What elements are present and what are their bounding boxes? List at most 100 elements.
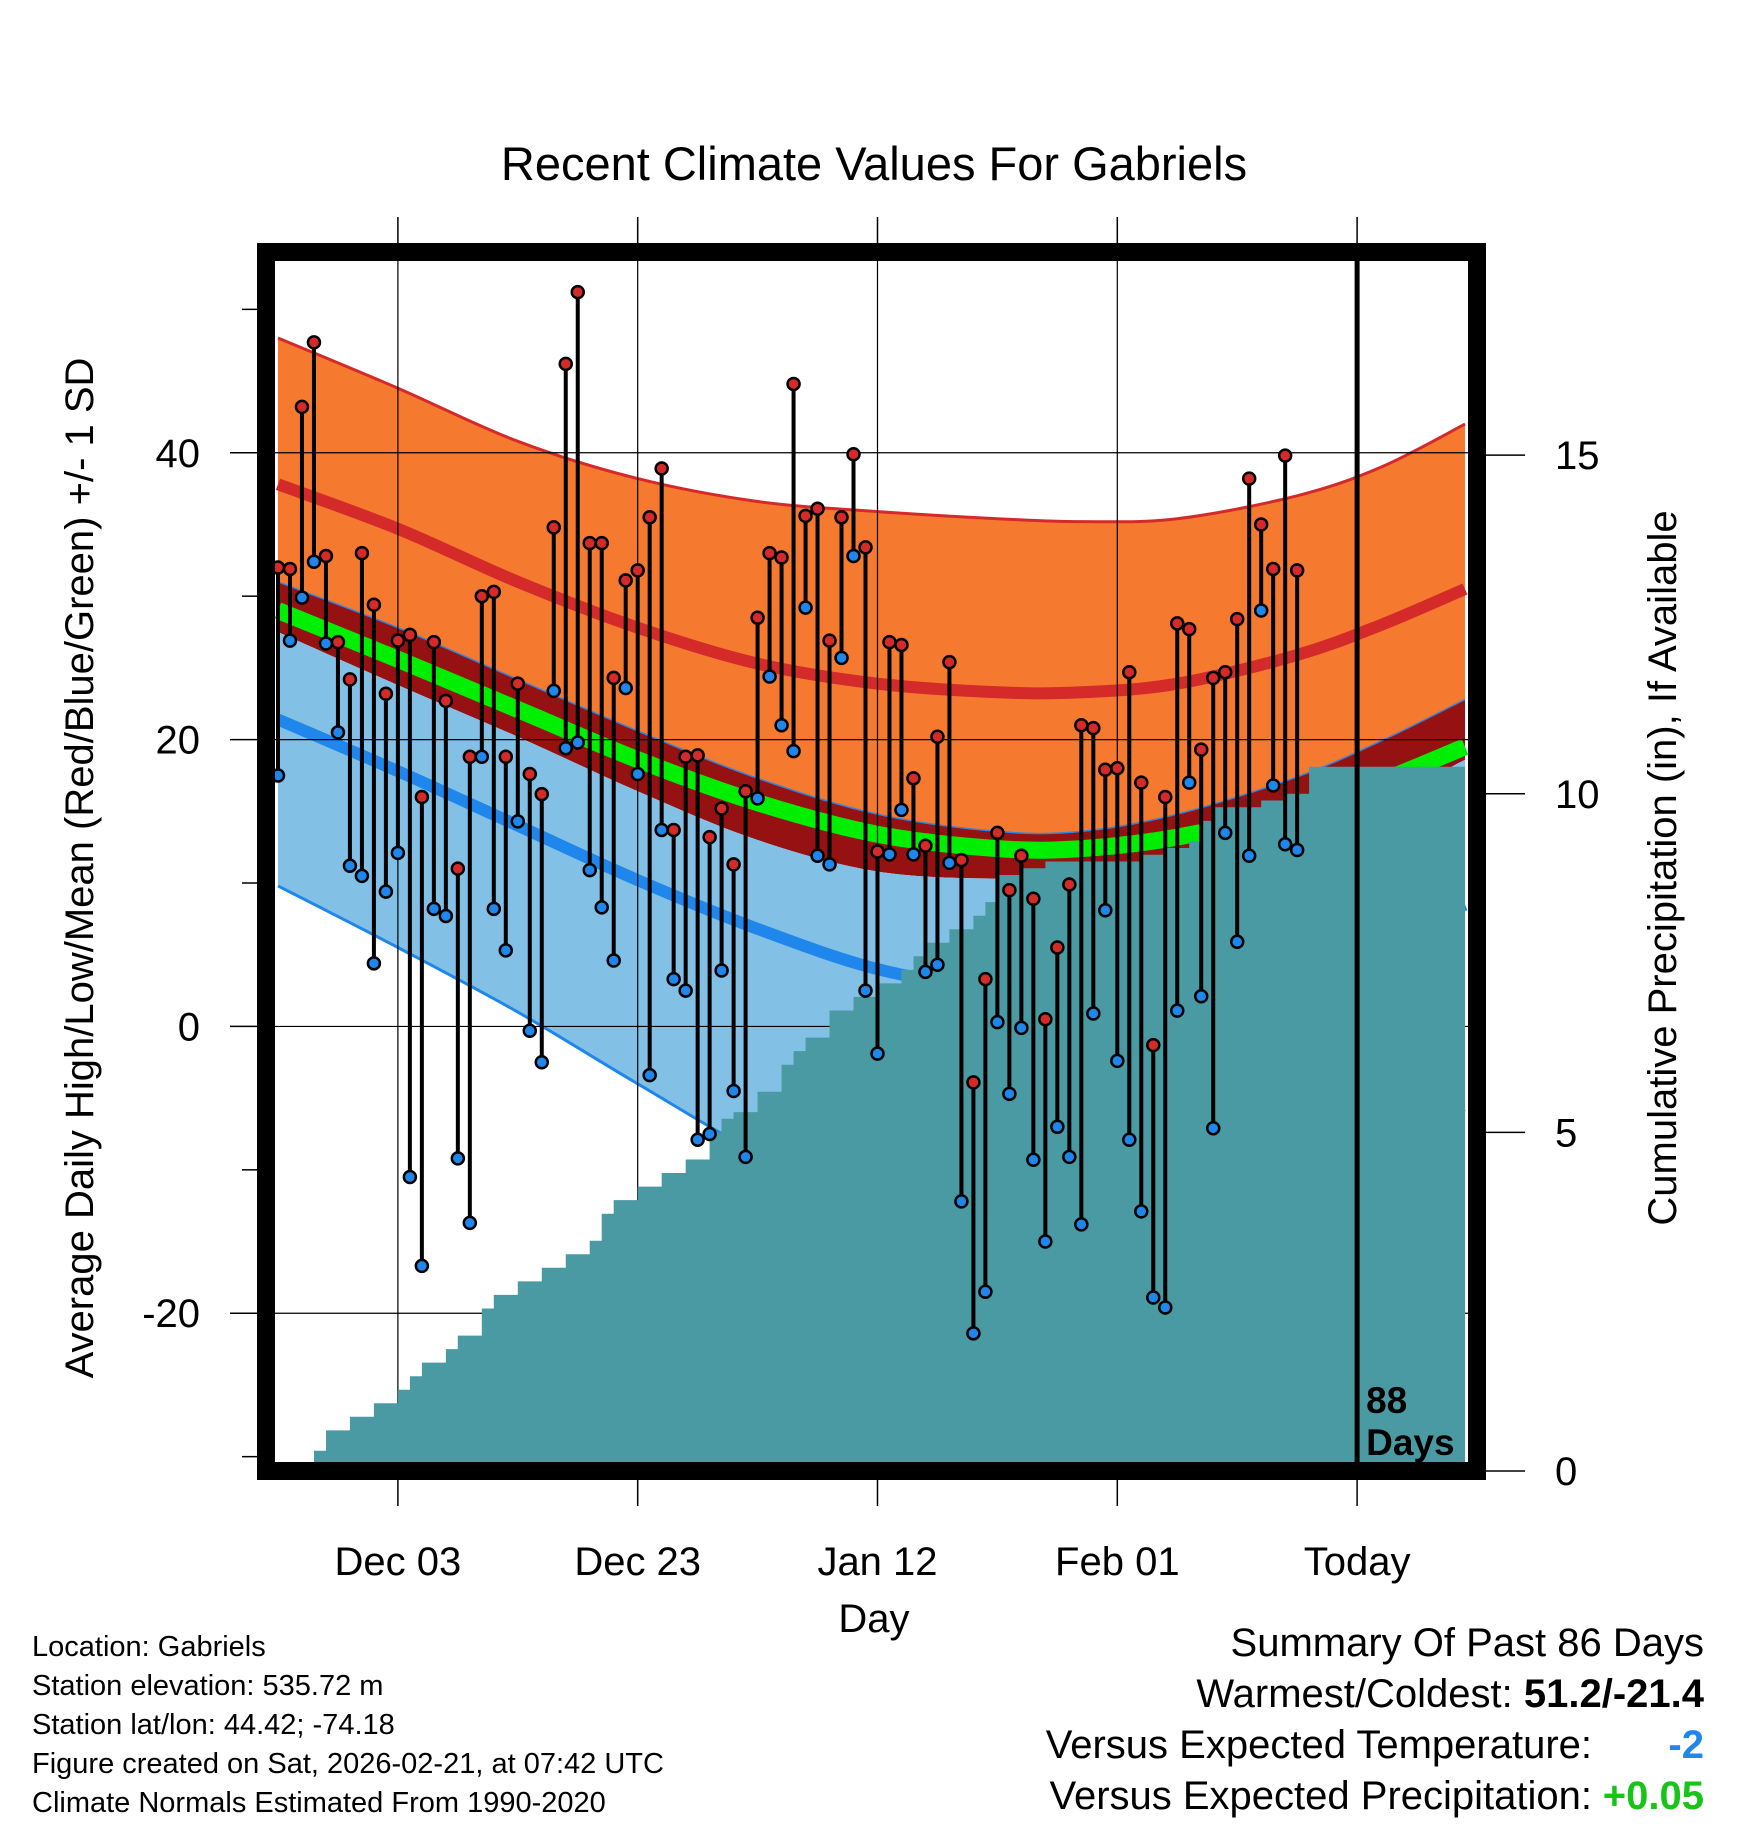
daily-high-point (498, 749, 514, 765)
daily-low-point (1205, 1120, 1221, 1136)
daily-low-point (1217, 825, 1233, 841)
daily-high-point (558, 356, 574, 372)
daily-low-point (594, 900, 609, 915)
daily-high-point (1169, 616, 1185, 631)
daily-high-point (1110, 761, 1125, 776)
daily-high-point (798, 508, 813, 524)
daily-low-point (1134, 1204, 1149, 1219)
daily-high-point (570, 284, 585, 300)
daily-high-point (282, 561, 298, 577)
daily-low-point (618, 680, 633, 696)
daily-low-point (1074, 1217, 1089, 1232)
daily-high-point (1014, 848, 1029, 864)
daily-high-point (1241, 471, 1257, 486)
daily-high-point (690, 748, 705, 763)
daily-high-point (1277, 448, 1293, 463)
temp-anomaly-label: Versus Expected Temperature: (1045, 1723, 1592, 1767)
daily-high-point (294, 399, 310, 415)
daily-high-point (750, 610, 765, 625)
daily-high-point (906, 771, 921, 786)
daily-low-point (738, 1149, 753, 1165)
y-tick-label-right: 5 (1555, 1111, 1577, 1155)
y-tick-label-left: -20 (142, 1292, 200, 1336)
daily-high-point (930, 729, 945, 744)
daily-low-point (978, 1284, 993, 1299)
daily-low-point (438, 908, 454, 924)
daily-low-point (1253, 603, 1269, 618)
daily-low-point (546, 683, 562, 699)
high-plus-sd-line (277, 336, 1466, 524)
daily-high-point (1098, 762, 1113, 777)
daily-high-point (714, 801, 729, 816)
daily-low-point (882, 847, 897, 862)
daily-low-point (1038, 1234, 1053, 1249)
daily-high-point (942, 654, 957, 670)
daily-high-point (366, 597, 382, 613)
daily-low-point (342, 858, 358, 874)
precip-anomaly-value: +0.05 (1602, 1774, 1704, 1818)
daily-high-point (318, 548, 334, 564)
daily-low-point (822, 857, 837, 872)
x-axis-label: Day (838, 1597, 909, 1641)
daily-low-point (318, 636, 334, 651)
temp-anomaly-value: -2 (1668, 1723, 1704, 1767)
daily-low-point (510, 814, 526, 829)
daily-low-point (858, 983, 873, 998)
daily-low-point (1146, 1290, 1161, 1305)
x-tick-label: Dec 03 (335, 1540, 462, 1584)
daily-low-point (570, 735, 585, 750)
daily-high-point (1074, 718, 1089, 733)
daily-high-point (846, 446, 861, 462)
daily-high-point (966, 1075, 981, 1090)
daily-low-point (366, 956, 382, 971)
daily-low-point (1122, 1132, 1137, 1147)
daily-low-point (714, 963, 729, 978)
y-tick-label-right: 0 (1555, 1450, 1577, 1494)
daily-low-point (1086, 1006, 1101, 1021)
daily-low-point (666, 971, 681, 987)
daily-high-point (546, 520, 562, 535)
daily-low-point (330, 725, 346, 740)
daily-high-point (390, 633, 406, 648)
daily-low-point (498, 943, 514, 958)
daily-high-point (1062, 877, 1077, 892)
precip-anomaly-row: Versus Expected Precipitation: +0.05 (1046, 1771, 1704, 1822)
daily-high-point (1217, 664, 1233, 680)
daily-high-point (1122, 664, 1137, 680)
daily-low-point (1193, 989, 1209, 1004)
x-tick-label: Today (1304, 1540, 1411, 1584)
daily-low-point (282, 633, 298, 648)
daily-low-point (750, 791, 765, 806)
daily-low-point (786, 743, 801, 759)
daily-low-point (1098, 903, 1113, 918)
daily-high-point (594, 535, 609, 551)
daily-low-point (798, 600, 813, 615)
daily-low-point (906, 847, 921, 862)
daily-low-point (522, 1023, 538, 1038)
daily-low-point (642, 1067, 657, 1083)
daily-high-point (762, 545, 777, 561)
daily-low-point (870, 1046, 885, 1061)
daily-low-point (1050, 1119, 1065, 1135)
daily-high-point (1229, 611, 1245, 627)
daily-high-point (1146, 1037, 1161, 1053)
daily-low-point (1062, 1149, 1077, 1165)
daily-low-point (390, 845, 406, 861)
daily-high-point (582, 535, 597, 551)
daily-high-point (642, 510, 657, 525)
x-tick-label: Jan 12 (817, 1540, 937, 1584)
daily-low-point (894, 802, 909, 818)
daily-low-point (306, 554, 322, 570)
daily-high-point (1193, 742, 1209, 757)
daily-low-point (1110, 1053, 1125, 1069)
daily-high-point (1289, 563, 1305, 578)
daily-high-point (342, 672, 358, 687)
daily-high-point (738, 783, 753, 799)
x-tick-label: Dec 23 (574, 1540, 701, 1584)
daily-high-point (954, 852, 969, 868)
daily-high-point (1026, 891, 1041, 907)
daily-high-point (1038, 1012, 1053, 1027)
daily-high-point (534, 786, 550, 802)
daily-low-point (834, 650, 849, 666)
